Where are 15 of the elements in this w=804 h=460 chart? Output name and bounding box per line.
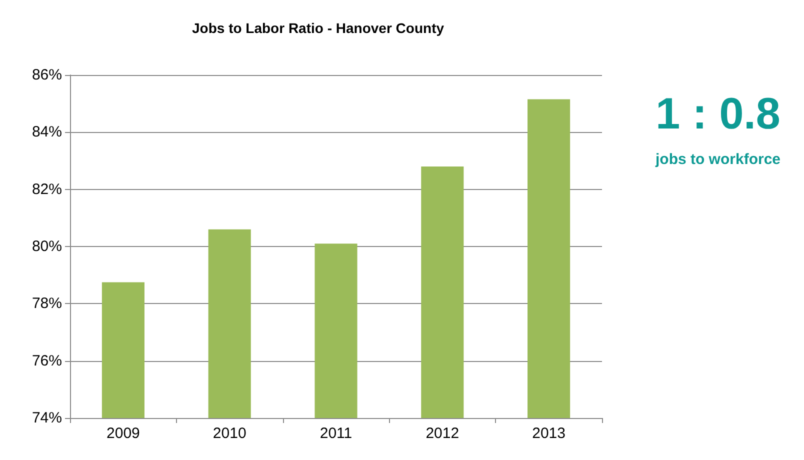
y-tick-label: 76% bbox=[32, 352, 62, 370]
y-tick-label: 86% bbox=[32, 66, 62, 84]
x-tick-label: 2009 bbox=[106, 425, 140, 442]
y-tick-label: 78% bbox=[32, 295, 62, 312]
y-tick-label: 74% bbox=[32, 410, 62, 426]
x-tick-label: 2012 bbox=[426, 425, 460, 442]
x-tick-label: 2010 bbox=[212, 425, 246, 442]
chart-title: Jobs to Labor Ratio - Hanover County bbox=[192, 20, 444, 36]
text: 1 : 0.8 bbox=[656, 90, 780, 138]
x-tick-label: 2011 bbox=[320, 425, 352, 442]
y-tick-label: 82% bbox=[32, 180, 62, 198]
x-tick-label: 2013 bbox=[532, 425, 566, 442]
y-tick-label: 84% bbox=[32, 124, 62, 141]
y-tick-label: 80% bbox=[32, 238, 62, 255]
text: jobs to workforce bbox=[654, 151, 781, 168]
